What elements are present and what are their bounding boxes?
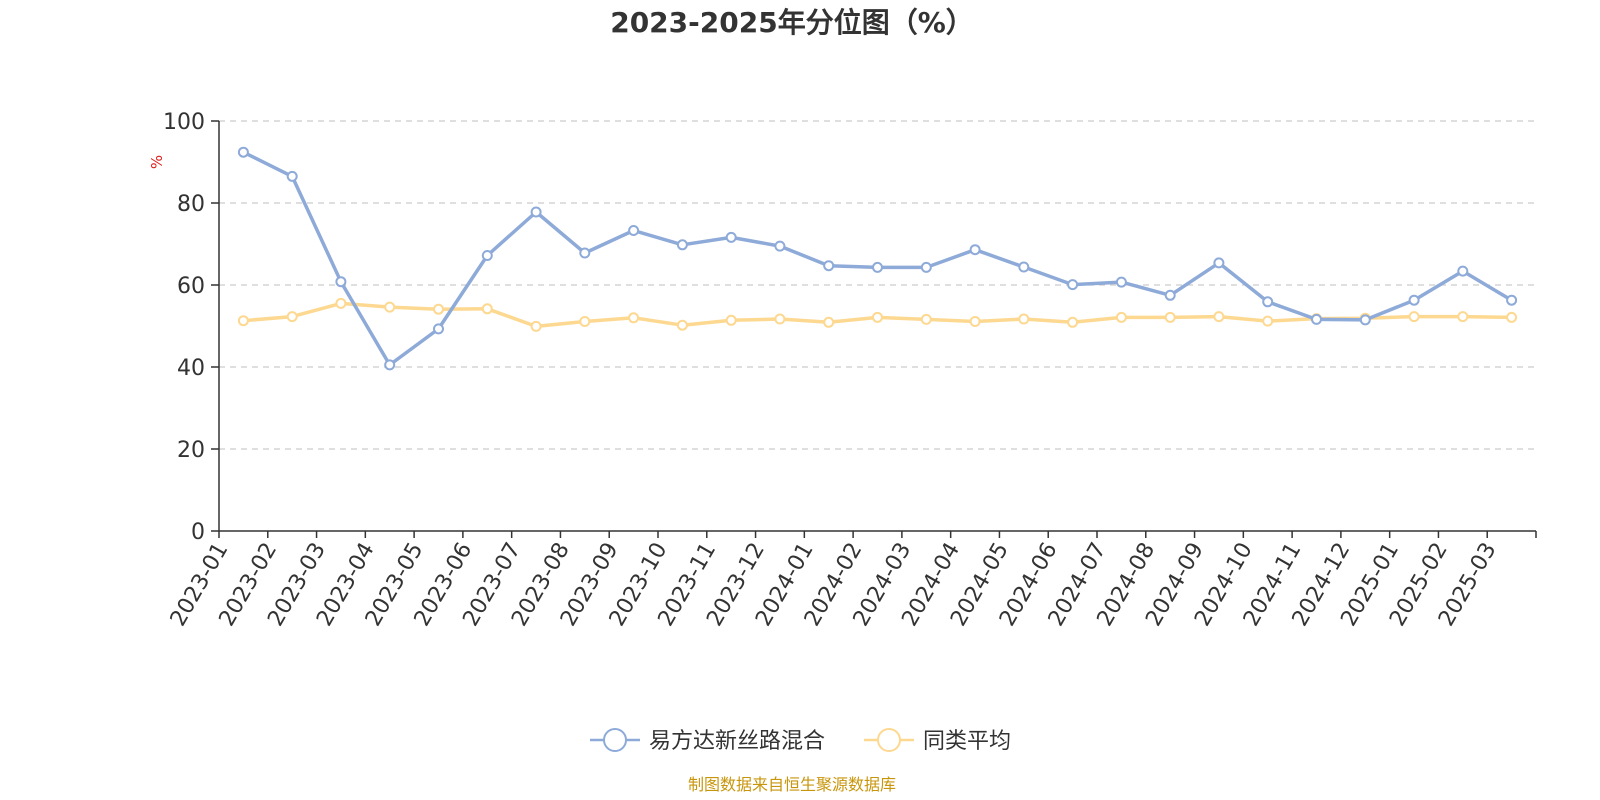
data-point[interactable]	[1164, 289, 1176, 301]
data-point[interactable]	[823, 316, 835, 328]
legend-label: 易方达新丝路混合	[649, 729, 825, 754]
data-point[interactable]	[433, 303, 444, 315]
source-note: 制图数据来自恒生聚源数据库	[688, 775, 896, 794]
series-line-0	[241, 150, 1514, 367]
data-point[interactable]	[481, 250, 493, 261]
data-point[interactable]	[1506, 294, 1518, 306]
data-point[interactable]	[774, 240, 786, 252]
data-point[interactable]	[920, 261, 932, 273]
data-point[interactable]	[920, 313, 932, 325]
data-point[interactable]	[481, 303, 493, 315]
data-point[interactable]	[1018, 313, 1030, 325]
data-point[interactable]	[1457, 311, 1469, 323]
data-point[interactable]	[1408, 311, 1420, 323]
data-point[interactable]	[872, 261, 883, 273]
data-point[interactable]	[676, 239, 688, 251]
data-point[interactable]	[237, 315, 249, 327]
y-tick-label: 0	[191, 520, 205, 545]
data-point[interactable]	[1213, 311, 1225, 323]
legend-item-0[interactable]: 易方达新丝路混合	[590, 728, 825, 754]
data-point[interactable]	[530, 320, 542, 332]
data-point[interactable]	[1408, 294, 1420, 306]
data-point[interactable]	[725, 231, 737, 243]
data-point[interactable]	[1359, 314, 1371, 326]
y-tick-label: 80	[177, 192, 205, 217]
y-axis-unit: %	[148, 155, 166, 169]
data-point[interactable]	[384, 301, 396, 313]
data-point[interactable]	[1262, 315, 1274, 327]
data-point[interactable]	[1067, 316, 1079, 328]
data-point[interactable]	[676, 319, 688, 331]
data-point[interactable]	[1115, 311, 1127, 323]
data-point[interactable]	[579, 316, 591, 327]
series-layer	[237, 146, 1518, 371]
data-point[interactable]	[335, 276, 347, 288]
data-point[interactable]	[1213, 257, 1225, 269]
series-1	[237, 297, 1518, 332]
data-point[interactable]	[969, 244, 981, 256]
data-point[interactable]	[1506, 311, 1518, 323]
data-point[interactable]	[1018, 261, 1030, 273]
chart-title: 2023-2025年分位图（%）	[610, 6, 974, 39]
data-point[interactable]	[1457, 265, 1469, 277]
data-point[interactable]	[433, 323, 444, 335]
legend-label: 同类平均	[923, 729, 1011, 754]
data-point[interactable]	[335, 297, 347, 309]
data-point[interactable]	[725, 314, 737, 326]
legend[interactable]: 易方达新丝路混合 同类平均	[590, 728, 1011, 754]
data-point[interactable]	[1262, 296, 1274, 308]
data-point[interactable]	[286, 311, 298, 323]
legend-marker	[603, 728, 627, 752]
axes: 0204060801002023-012023-022023-032023-04…	[163, 110, 1537, 631]
data-point[interactable]	[1164, 311, 1176, 323]
data-point[interactable]	[628, 225, 640, 236]
data-point[interactable]	[969, 316, 981, 327]
data-point[interactable]	[579, 247, 591, 259]
data-point[interactable]	[384, 359, 396, 371]
data-point[interactable]	[1311, 313, 1322, 325]
data-point[interactable]	[1115, 276, 1127, 288]
data-point[interactable]	[237, 146, 249, 158]
data-point[interactable]	[872, 311, 883, 323]
y-tick-label: 40	[177, 356, 205, 381]
data-point[interactable]	[823, 260, 835, 272]
data-point[interactable]	[286, 170, 298, 182]
grid-lines	[219, 120, 1536, 450]
y-tick-label: 60	[177, 274, 205, 299]
y-tick-label: 100	[163, 110, 205, 135]
data-point[interactable]	[628, 312, 640, 324]
data-point[interactable]	[530, 206, 542, 218]
data-point[interactable]	[1067, 279, 1079, 291]
data-point[interactable]	[774, 313, 786, 325]
series-0	[237, 146, 1518, 371]
legend-marker	[877, 728, 901, 752]
legend-item-1[interactable]: 同类平均	[864, 728, 1011, 754]
y-tick-label: 20	[177, 438, 205, 463]
